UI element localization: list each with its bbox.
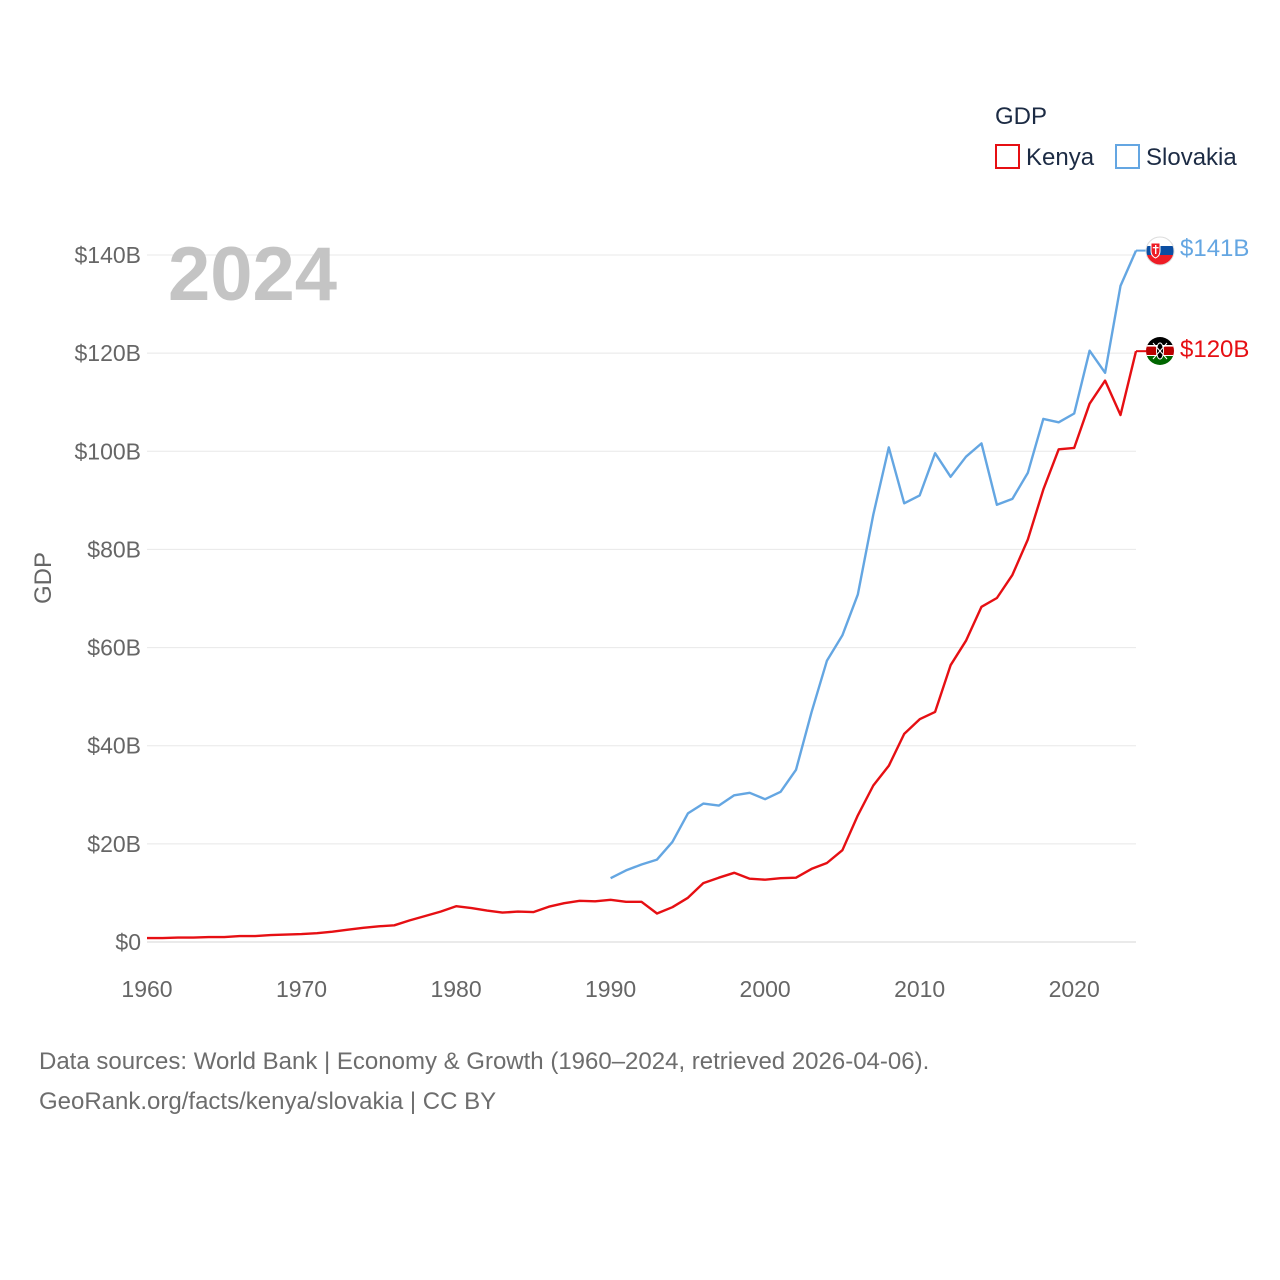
y-tick-label: $0 xyxy=(115,929,141,955)
footer-link: GeoRank.org/facts/kenya/slovakia | CC BY xyxy=(39,1088,497,1115)
kenya-end-value: $120B xyxy=(1180,336,1249,363)
y-axis-label: GDP xyxy=(30,552,57,604)
x-tick-label: 1960 xyxy=(121,976,172,1002)
x-tick-label: 1990 xyxy=(585,976,636,1002)
x-tick-label: 1980 xyxy=(430,976,481,1002)
x-tick-label: 2000 xyxy=(740,976,791,1002)
y-tick-label: $120B xyxy=(74,340,141,366)
x-tick-label: 2010 xyxy=(894,976,945,1002)
legend-title: GDP xyxy=(995,103,1047,130)
gdp-line-chart: $0$20B$40B$60B$80B$100B$120B$140B 1960 19… xyxy=(30,103,1249,1002)
legend: GDP Kenya Slovakia xyxy=(995,103,1237,171)
series-line-slovakia xyxy=(610,250,1138,880)
series-line-kenya xyxy=(147,350,1138,940)
slovakia-flag-icon xyxy=(1146,237,1174,265)
y-tick-label: $100B xyxy=(74,438,141,464)
slovakia-end-value: $141B xyxy=(1180,235,1249,262)
x-tick-label: 1970 xyxy=(276,976,327,1002)
y-tick-label: $80B xyxy=(87,536,141,562)
gridlines xyxy=(147,254,1136,943)
year-label: 2024 xyxy=(168,232,337,317)
footer-sources: Data sources: World Bank | Economy & Gro… xyxy=(39,1048,930,1075)
legend-label-kenya: Kenya xyxy=(1026,144,1095,171)
y-tick-label: $140B xyxy=(74,242,141,268)
legend-swatch-kenya xyxy=(995,144,1020,169)
x-tick-label: 2020 xyxy=(1049,976,1100,1002)
legend-swatch-slovakia xyxy=(1115,144,1140,169)
legend-item-slovakia[interactable]: Slovakia xyxy=(1115,144,1237,171)
y-tick-label: $20B xyxy=(87,831,141,857)
footer: Data sources: World Bank | Economy & Gro… xyxy=(39,1042,929,1122)
legend-label-slovakia: Slovakia xyxy=(1146,144,1237,171)
y-axis-ticks: $0 $20B $40B $60B $80B $100B $120B $140B xyxy=(74,242,141,955)
y-tick-label: $60B xyxy=(87,635,141,661)
y-tick-label: $40B xyxy=(87,733,141,759)
series-layer xyxy=(147,249,1146,940)
legend-item-kenya[interactable]: Kenya xyxy=(995,144,1095,171)
x-axis-ticks: 1960 1970 1980 1990 2000 2010 2020 xyxy=(121,976,1099,1002)
kenya-flag-icon xyxy=(1146,337,1174,365)
